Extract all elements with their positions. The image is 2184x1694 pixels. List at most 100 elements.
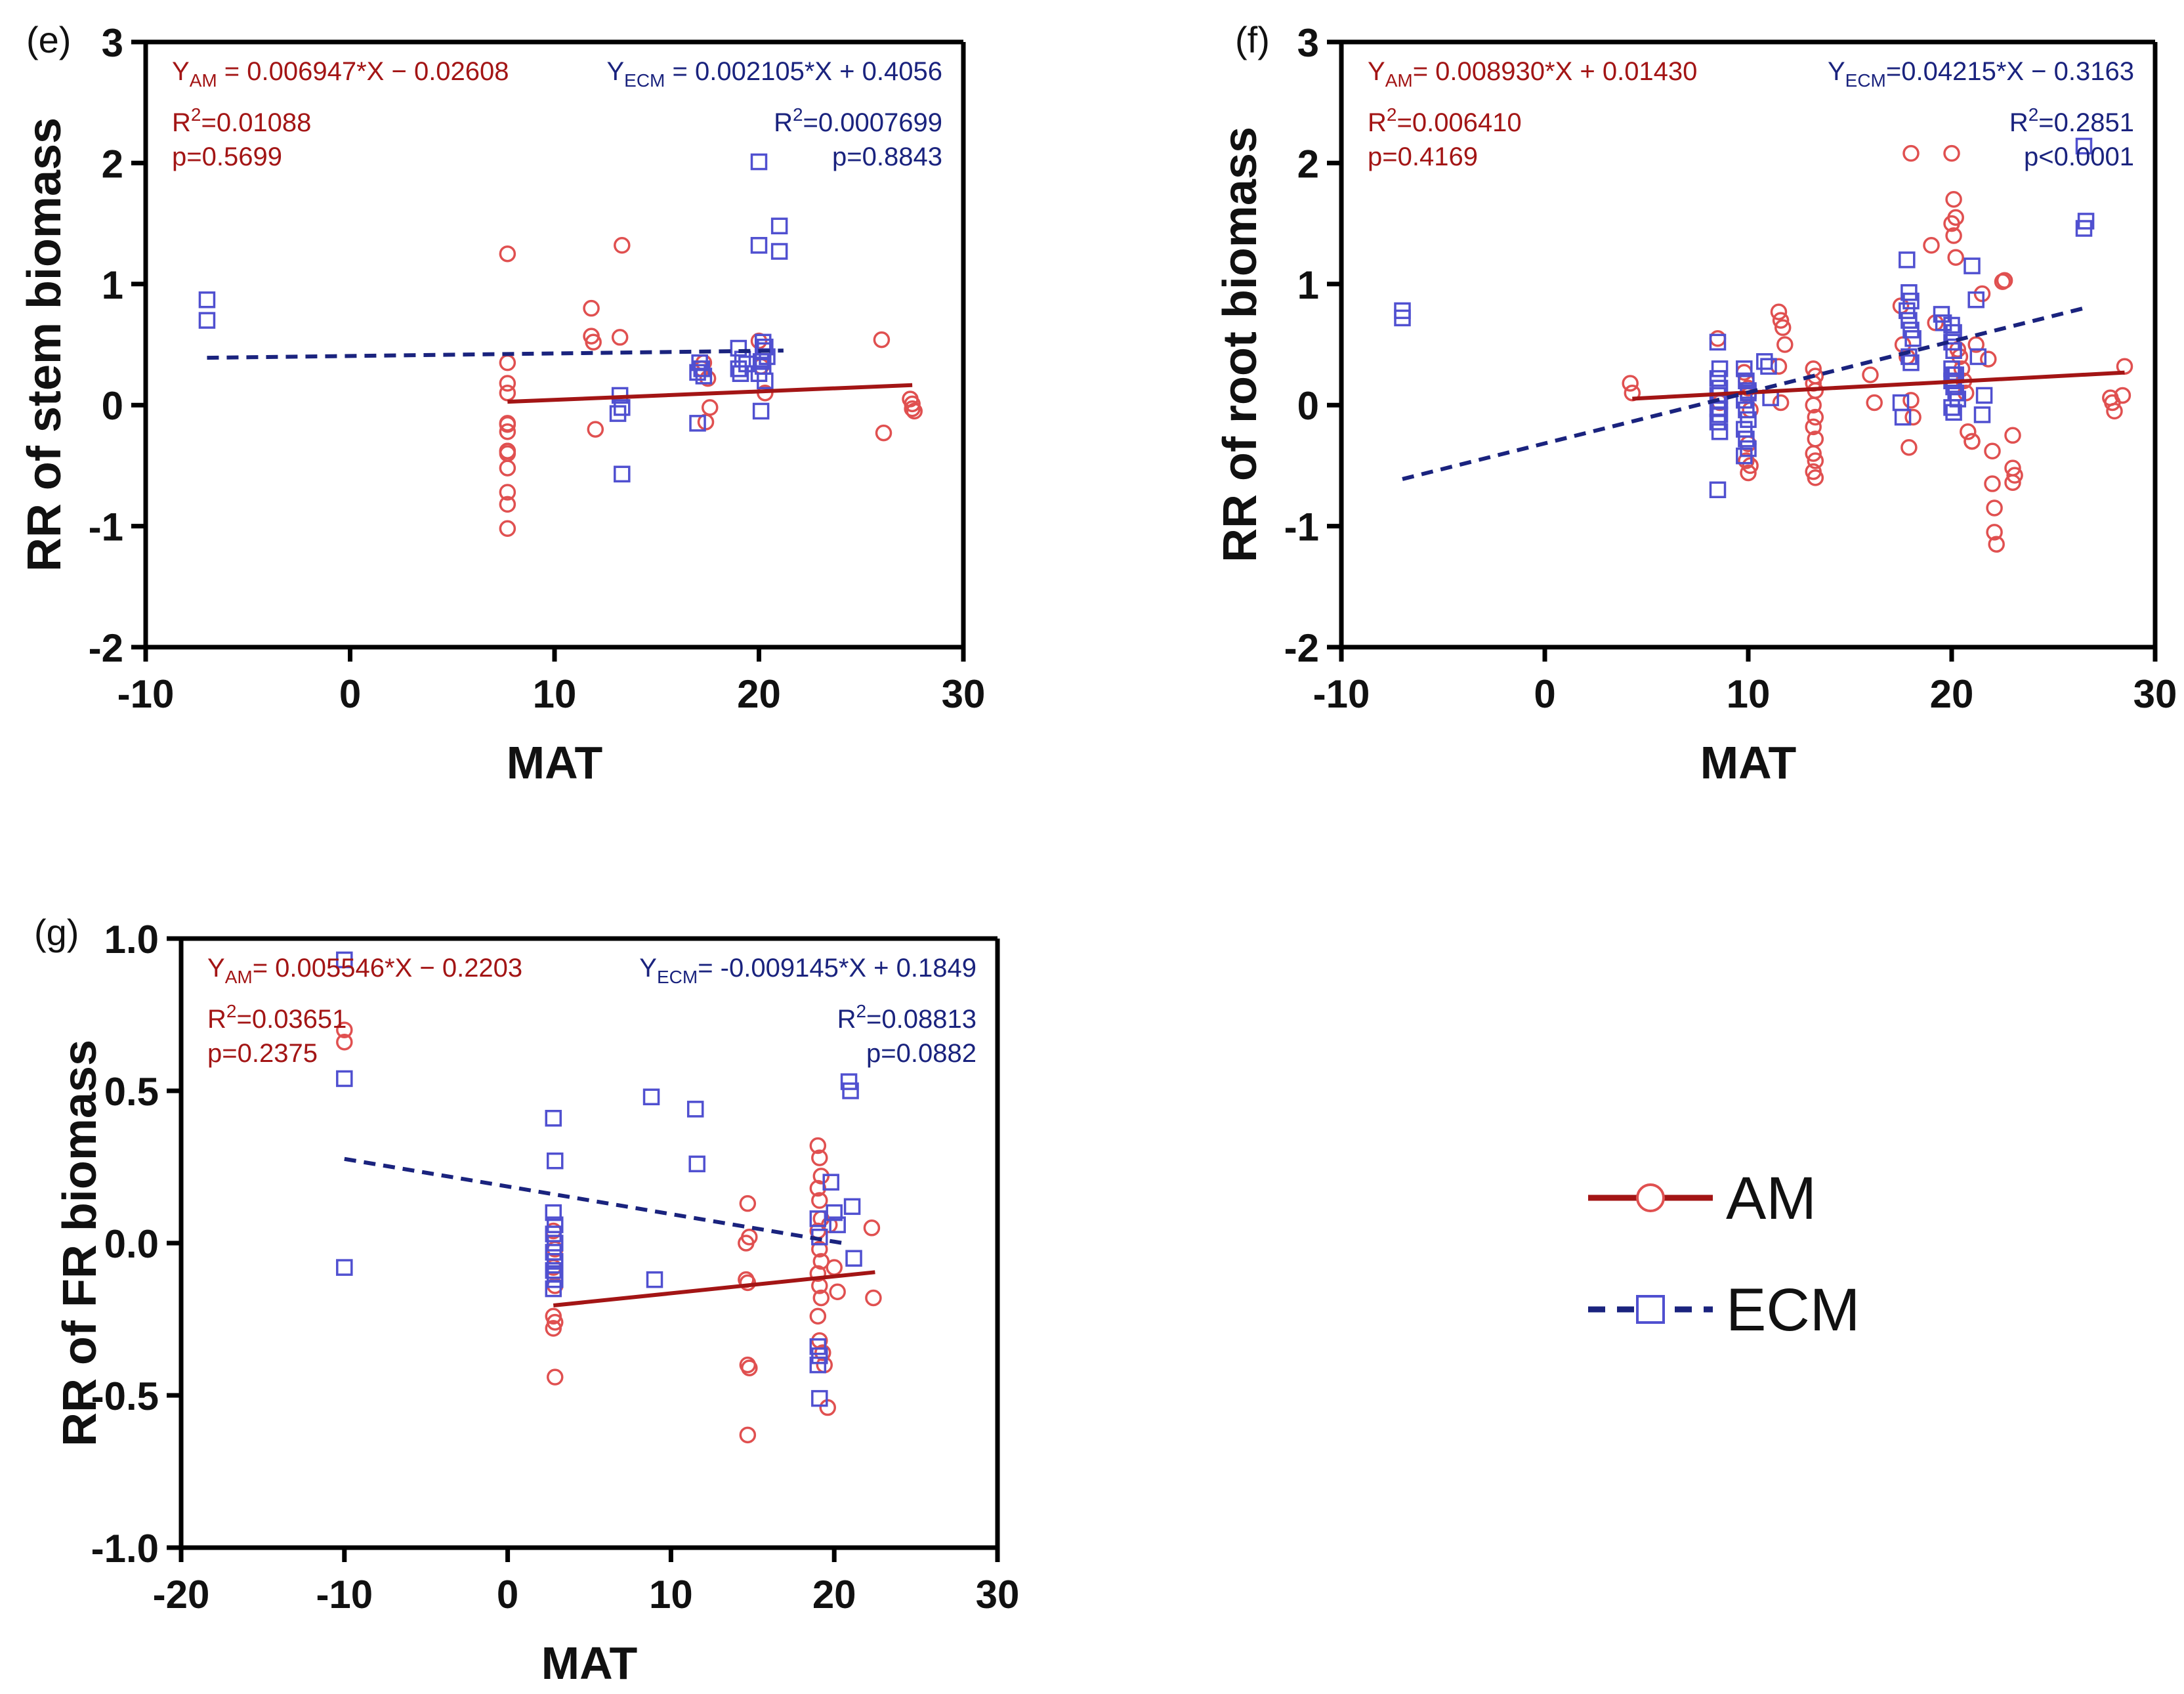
ecm-point: [1760, 358, 1777, 375]
am-point: [499, 442, 516, 460]
ecm-point: [1967, 291, 1984, 308]
y-tick-label: 1: [102, 263, 123, 307]
y-tick-label: 0.0: [104, 1222, 159, 1266]
am-point: [545, 1320, 562, 1337]
ecm-point: [822, 1174, 839, 1191]
y-tick-label: -1: [1284, 505, 1319, 549]
ecm-point: [642, 1088, 660, 1106]
am-p-value: p=0.4169: [1368, 142, 1478, 171]
ecm-point: [1975, 387, 1993, 404]
ecm-point: [198, 291, 216, 308]
y-tick-label: 0: [102, 384, 123, 428]
am-point: [826, 1259, 843, 1276]
ecm-point: [770, 243, 788, 260]
x-tick-label: 20: [1930, 672, 1974, 716]
am-fit-line: [553, 1270, 875, 1308]
am-point: [863, 1219, 881, 1237]
ecm-point: [811, 1389, 828, 1407]
am-point: [1984, 475, 2001, 492]
am-point: [1902, 144, 1920, 162]
x-tick-label: 30: [976, 1573, 1020, 1617]
ecm-point: [1902, 322, 1920, 339]
am-point: [499, 496, 516, 513]
am-point: [865, 1289, 882, 1307]
am-point: [1805, 445, 1822, 462]
am-point: [1900, 438, 1918, 456]
am-point: [499, 375, 516, 392]
am-point: [1947, 249, 1964, 266]
ecm-point: [754, 342, 772, 359]
x-tick-label: 0: [339, 672, 361, 716]
am-point: [1805, 418, 1822, 436]
am-point: [809, 1137, 827, 1154]
y-tick-label: 3: [102, 21, 123, 65]
ecm-point: [1899, 251, 1916, 268]
ecm-point: [545, 1225, 562, 1242]
y-axis-label: RR of FR biomass: [54, 1040, 106, 1447]
am-point: [2114, 387, 2132, 404]
am-point: [1904, 408, 1922, 426]
ecm-point: [750, 153, 768, 171]
am-r2: R2=0.006410: [1368, 104, 1522, 137]
am-point: [1772, 312, 1790, 329]
ecm-point: [1943, 399, 1960, 416]
x-tick-label: -10: [316, 1573, 373, 1617]
ecm-point: [1709, 481, 1727, 499]
ecm-point: [547, 1253, 564, 1270]
am-point: [812, 1253, 830, 1270]
am-point: [1980, 350, 1997, 368]
am-p-value: p=0.5699: [172, 142, 282, 171]
ecm-point: [826, 1204, 843, 1221]
ecm-r2: R2=0.0007699: [774, 104, 942, 137]
am-point: [739, 1195, 757, 1212]
ecm-point: [547, 1235, 564, 1252]
x-tick-label: 20: [812, 1573, 856, 1617]
ecm-point: [686, 1101, 704, 1118]
legend: AM ECM: [1588, 1165, 1860, 1344]
panel-label: (f): [1235, 19, 1270, 60]
ecm-point: [689, 415, 706, 432]
ecm-point: [336, 1070, 353, 1088]
ecm-point: [1736, 360, 1753, 377]
x-tick-label: 0: [1534, 672, 1555, 716]
am-point: [1622, 375, 1639, 392]
ecm-point: [809, 1338, 827, 1355]
am-r2: R2=0.03651: [207, 1001, 346, 1034]
ecm-p-value: p=0.8843: [832, 142, 942, 171]
ecm-point: [695, 368, 713, 385]
am-point: [1960, 423, 1977, 440]
am-point: [499, 245, 516, 263]
ecm-point: [198, 312, 216, 329]
am-point: [1986, 499, 2003, 517]
x-tick-label: 10: [533, 672, 577, 716]
ecm-equation: YECM= -0.009145*X + 0.1849: [639, 954, 976, 987]
am-point: [587, 421, 604, 438]
ecm-point: [1738, 372, 1755, 390]
am-p-value: p=0.2375: [207, 1039, 318, 1068]
am-point: [499, 415, 516, 433]
legend-label: ECM: [1726, 1277, 1860, 1344]
ecm-point: [1933, 306, 1950, 323]
am-point: [611, 329, 629, 346]
ecm-point: [1945, 342, 1962, 359]
ecm-equation: YECM = 0.002105*X + 0.4056: [606, 57, 942, 91]
ecm-point: [732, 365, 749, 383]
ecm-point: [1736, 447, 1753, 465]
x-tick-label: 20: [737, 672, 781, 716]
ecm-point: [545, 1204, 562, 1221]
panel-label: (g): [34, 912, 79, 953]
y-tick-label: 1.0: [104, 918, 159, 962]
am-point: [906, 402, 923, 420]
ecm-point: [1892, 394, 1910, 412]
ecm-point: [547, 1216, 564, 1233]
am-point: [875, 424, 892, 442]
ecm-point: [1904, 330, 1922, 347]
am-point: [1964, 433, 1981, 450]
am-point: [1862, 366, 1879, 383]
am-point: [739, 1426, 757, 1444]
ecm-point: [336, 951, 353, 969]
am-point: [1772, 394, 1790, 412]
am-point: [583, 299, 600, 317]
x-axis-label: MAT: [541, 1638, 637, 1689]
